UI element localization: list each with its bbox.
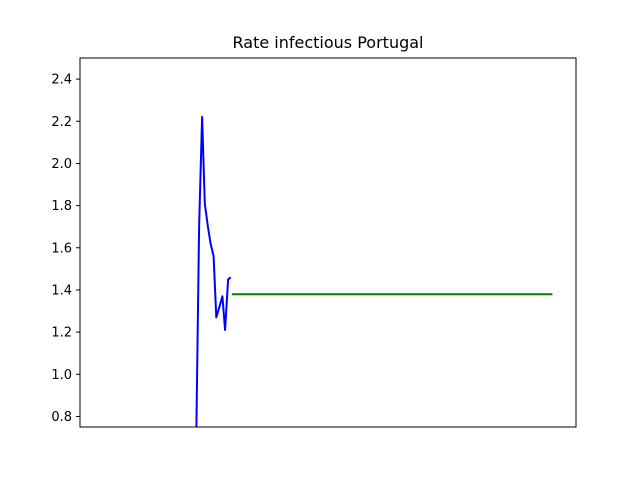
y-tick-label: 1.2: [51, 326, 72, 341]
y-tick-label: 1.8: [51, 199, 72, 214]
y-tick-label: 2.0: [51, 157, 72, 172]
plot-area: [195, 116, 553, 427]
axes-frame: [79, 57, 577, 428]
y-tick-label: 2.4: [51, 73, 72, 88]
y-tick-label: 1.0: [51, 368, 72, 383]
y-axis: 0.8 1.0 1.2 1.4 1.6 1.8 2.0 2.2 2.4: [51, 73, 80, 425]
y-tick-label: 1.6: [51, 241, 72, 256]
y-tick-label: 2.2: [51, 115, 72, 130]
series-line-1: [195, 116, 232, 427]
y-tick-label: 0.8: [51, 410, 72, 425]
y-tick-label: 1.4: [51, 283, 72, 298]
chart-title: Rate infectious Portugal: [233, 33, 424, 52]
